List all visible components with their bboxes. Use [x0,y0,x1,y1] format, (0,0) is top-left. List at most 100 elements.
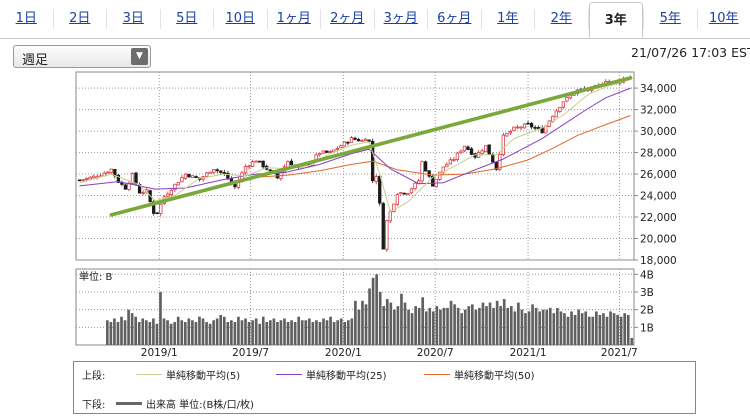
candle-body [257,160,262,163]
candle-body [159,203,163,214]
legend-item-sma25: 単純移動平均(25) [276,367,424,382]
candle-body [565,96,569,102]
candle-body [332,149,336,152]
candle-body [169,190,174,195]
volume-bar [315,320,318,345]
tab-8[interactable]: 6ヶ月 [437,11,472,26]
volume-bar [548,307,552,345]
candle-body [378,175,382,204]
price-tick-label: 26,000 [640,169,677,181]
candle-body [452,159,456,161]
x-tick-label: 2020/1 [325,347,362,359]
price-tick-label: 30,000 [640,126,677,138]
tab-11[interactable]: 3年 [588,2,643,38]
candle-body [155,212,159,215]
volume-bar [474,309,478,345]
candle-body [353,137,357,140]
x-tick-label: 2020/7 [417,347,454,359]
volume-bar [286,322,290,345]
candle-body [498,153,502,170]
volume-bar [524,313,527,345]
volume-bar [595,311,598,345]
volume-tick-label: 3B [640,287,654,299]
candle-body [536,127,541,129]
volume-bar [215,318,219,345]
volume-bar [361,300,364,345]
candle-body [445,164,449,168]
tab-separator [213,9,214,29]
tab-7[interactable]: 3ヶ月 [383,11,418,26]
volume-bar [612,313,616,345]
volume-bar [499,306,502,345]
candle-body [431,176,435,187]
volume-bar [244,318,247,345]
volume-bar [556,307,559,345]
volume-bar [570,311,573,345]
volume-bar [141,318,145,345]
candle-body [508,131,513,134]
candle-body [519,126,523,129]
legend-item-sma50: 単純移動平均(50) [424,367,535,382]
candle-body [81,179,85,181]
volume-bar [357,309,361,345]
tab-6[interactable]: 2ヶ月 [330,11,365,26]
volume-swatch [116,402,142,405]
volume-bar [279,320,283,345]
sma25-swatch [276,374,302,375]
candle-body [395,194,400,205]
tab-2[interactable]: 3日 [122,11,144,26]
candle-body [268,169,272,172]
volume-bar [201,318,205,345]
volume-bar [602,313,605,345]
volume-bar [169,323,173,345]
volume-bar [534,307,538,345]
candle-body [409,188,414,194]
volume-bar [541,309,545,345]
candle-body [381,203,385,250]
candle-body [247,165,251,168]
tab-separator [534,9,535,29]
volume-bar [194,322,198,345]
volume-bar [616,314,619,345]
candle-body [554,110,558,118]
tab-separator [52,9,54,29]
tab-9[interactable]: 1年 [497,11,519,26]
volume-bar [230,320,233,345]
volume-bar [630,337,634,345]
volume-bar [623,313,627,345]
volume-bar [538,311,541,345]
tab-3[interactable]: 5日 [176,11,198,26]
sma5-swatch [136,374,162,375]
volume-bar [368,288,371,345]
tab-13[interactable]: 10年 [708,11,739,26]
volume-bar [130,313,134,345]
volume-bar [478,307,481,345]
candle-body [328,151,332,153]
tab-12[interactable]: 5年 [659,11,681,26]
x-tick-label: 2019/1 [141,347,178,359]
candle-body [363,138,368,141]
price-tick-label: 20,000 [640,234,677,246]
volume-bar [421,297,425,345]
tab-1[interactable]: 2日 [69,11,91,26]
candle-body [219,170,223,173]
chart-period-select[interactable]: 週足 ▼ [13,45,151,68]
volume-bar [435,306,439,345]
volume-tick-label: 4B [640,269,654,281]
volume-bar [208,323,212,345]
candle-body [254,160,258,163]
tab-4[interactable]: 10日 [225,11,256,26]
tab-separator [159,9,161,29]
tab-0[interactable]: 1日 [15,11,37,26]
candle-body [176,182,181,186]
candle-body [92,175,96,179]
tab-10[interactable]: 2年 [550,11,572,26]
candle-body [243,166,248,174]
candle-body [215,169,219,172]
candle-body [339,145,343,149]
x-tick-label: 2021/1 [510,347,547,359]
tab-5[interactable]: 1ヶ月 [276,11,311,26]
candle-body [484,145,488,153]
candle-body [84,177,89,180]
volume-bar [375,274,378,345]
